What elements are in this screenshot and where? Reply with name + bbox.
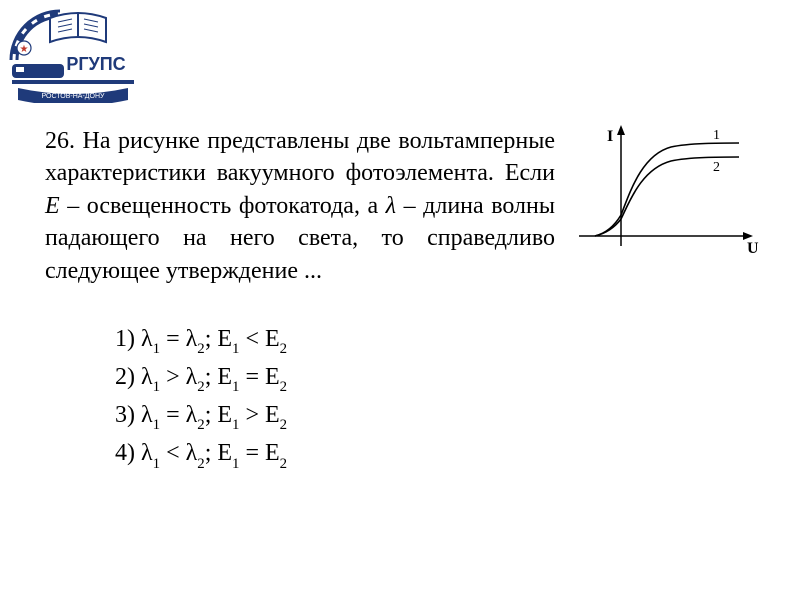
curve-2-label: 2 xyxy=(713,160,720,175)
y-axis-arrow xyxy=(617,125,625,135)
question-row: 26. На рисунке представлены две вольтамп… xyxy=(45,125,765,287)
logo-banner-text: РОСТОВ-НА-ДОНУ xyxy=(42,93,105,100)
answer-1-num: 1) xyxy=(115,326,135,352)
y-axis-label: I xyxy=(607,128,613,145)
answer-3-num: 3) xyxy=(115,402,135,428)
content-area: 26. На рисунке представлены две вольтамп… xyxy=(45,125,765,473)
answer-2-num: 2) xyxy=(115,364,135,390)
answer-4-num: 4) xyxy=(115,440,135,466)
question-p1: На рисунке представлены две вольтамперны… xyxy=(45,128,555,186)
svg-text:★: ★ xyxy=(20,44,29,55)
question-E: E xyxy=(45,193,60,219)
iv-chart: I U 1 2 xyxy=(571,121,761,266)
question-p2: – освещенность фотокатода, а xyxy=(60,193,386,219)
answer-1: 1) λ1 = λ2; E1 < E2 xyxy=(115,321,765,359)
x-axis-label: U xyxy=(747,240,759,257)
answer-4: 4) λ1 < λ2; E1 = E2 xyxy=(115,435,765,473)
question-lambda: λ xyxy=(386,193,396,219)
question-text: 26. На рисунке представлены две вольтамп… xyxy=(45,125,555,287)
answers-list: 1) λ1 = λ2; E1 < E2 2) λ1 > λ2; E1 = E2 … xyxy=(115,321,765,473)
logo-org-text: РГУПС xyxy=(66,54,125,74)
answer-2: 2) λ1 > λ2; E1 = E2 xyxy=(115,359,765,397)
logo-svg: ★ РГУПС РОСТОВ-НА-ДОНУ xyxy=(8,8,138,103)
iv-chart-svg: I U 1 2 xyxy=(571,121,761,261)
curve-1-label: 1 xyxy=(713,128,720,143)
org-logo: ★ РГУПС РОСТОВ-НА-ДОНУ xyxy=(8,8,138,103)
x-axis-arrow xyxy=(743,232,753,240)
question-number: 26. xyxy=(45,128,75,154)
answer-3: 3) λ1 = λ2; E1 > E2 xyxy=(115,397,765,435)
